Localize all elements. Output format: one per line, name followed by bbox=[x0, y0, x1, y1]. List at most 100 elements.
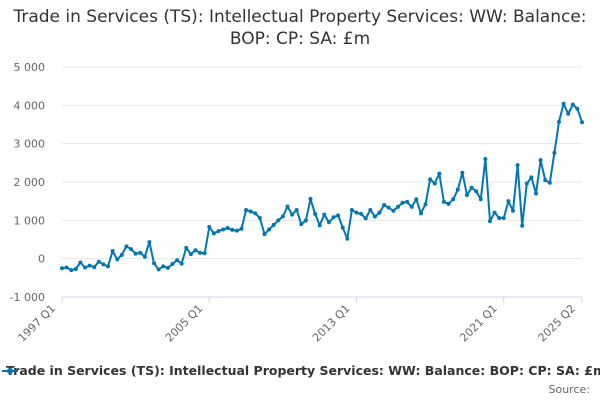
data-point[interactable] bbox=[193, 248, 198, 253]
data-point[interactable] bbox=[257, 216, 262, 221]
data-point[interactable] bbox=[69, 268, 74, 273]
data-point[interactable] bbox=[161, 264, 166, 269]
data-point[interactable] bbox=[437, 171, 442, 176]
data-point[interactable] bbox=[391, 208, 396, 213]
data-point[interactable] bbox=[432, 181, 437, 186]
data-point[interactable] bbox=[253, 211, 258, 216]
data-point[interactable] bbox=[451, 197, 456, 202]
data-point[interactable] bbox=[474, 189, 479, 194]
data-point[interactable] bbox=[354, 210, 359, 215]
data-point[interactable] bbox=[510, 208, 515, 213]
data-point[interactable] bbox=[124, 244, 129, 249]
data-point[interactable] bbox=[570, 102, 575, 107]
data-point[interactable] bbox=[556, 119, 561, 124]
data-point[interactable] bbox=[73, 267, 78, 272]
data-point[interactable] bbox=[414, 197, 419, 202]
data-point[interactable] bbox=[418, 211, 423, 216]
data-point[interactable] bbox=[529, 175, 534, 180]
data-point[interactable] bbox=[152, 261, 157, 266]
data-point[interactable] bbox=[110, 249, 115, 253]
data-point[interactable] bbox=[580, 120, 584, 125]
data-point[interactable] bbox=[561, 101, 566, 106]
data-point[interactable] bbox=[409, 204, 414, 209]
data-point[interactable] bbox=[267, 227, 272, 232]
data-point[interactable] bbox=[487, 219, 492, 224]
data-point[interactable] bbox=[368, 207, 373, 212]
legend[interactable]: Trade in Services (TS): Intellectual Pro… bbox=[2, 363, 600, 378]
data-point[interactable] bbox=[313, 211, 318, 216]
data-point[interactable] bbox=[478, 197, 483, 202]
data-point[interactable] bbox=[515, 163, 520, 168]
data-point[interactable] bbox=[524, 181, 529, 186]
data-point[interactable] bbox=[547, 180, 552, 185]
data-point[interactable] bbox=[92, 265, 97, 270]
data-point[interactable] bbox=[271, 222, 276, 227]
data-point[interactable] bbox=[308, 196, 313, 201]
data-point[interactable] bbox=[446, 201, 451, 206]
data-point[interactable] bbox=[340, 225, 345, 230]
data-point[interactable] bbox=[506, 199, 511, 204]
data-point[interactable] bbox=[106, 264, 111, 269]
data-point[interactable] bbox=[377, 210, 382, 215]
data-point[interactable] bbox=[492, 210, 497, 215]
data-point[interactable] bbox=[483, 157, 488, 161]
data-point[interactable] bbox=[179, 261, 184, 266]
data-point[interactable] bbox=[142, 254, 147, 259]
data-point[interactable] bbox=[303, 218, 308, 223]
data-point[interactable] bbox=[469, 185, 474, 190]
data-point[interactable] bbox=[96, 259, 101, 264]
data-point[interactable] bbox=[441, 199, 446, 204]
data-point[interactable] bbox=[322, 212, 327, 217]
data-point[interactable] bbox=[60, 266, 64, 271]
data-point[interactable] bbox=[331, 215, 336, 220]
data-point[interactable] bbox=[428, 177, 433, 182]
data-point[interactable] bbox=[520, 223, 525, 228]
data-point[interactable] bbox=[188, 252, 193, 257]
data-point[interactable] bbox=[244, 207, 249, 212]
data-point[interactable] bbox=[345, 236, 350, 241]
data-point[interactable] bbox=[400, 200, 405, 205]
data-point[interactable] bbox=[175, 258, 180, 263]
data-point[interactable] bbox=[382, 203, 387, 207]
data-point[interactable] bbox=[363, 216, 368, 221]
data-point[interactable] bbox=[464, 193, 469, 198]
data-point[interactable] bbox=[198, 250, 203, 255]
data-point[interactable] bbox=[119, 252, 124, 257]
data-point[interactable] bbox=[202, 251, 207, 256]
data-point[interactable] bbox=[170, 262, 175, 267]
data-point[interactable] bbox=[349, 207, 354, 212]
data-point[interactable] bbox=[372, 214, 377, 219]
data-point[interactable] bbox=[423, 202, 428, 207]
data-point[interactable] bbox=[239, 226, 244, 231]
data-point[interactable] bbox=[234, 228, 239, 233]
data-point[interactable] bbox=[575, 106, 580, 111]
data-point[interactable] bbox=[225, 226, 230, 230]
data-point[interactable] bbox=[138, 250, 143, 255]
data-point[interactable] bbox=[248, 209, 253, 214]
data-point[interactable] bbox=[276, 218, 281, 223]
data-point[interactable] bbox=[184, 245, 189, 250]
data-point[interactable] bbox=[533, 191, 538, 196]
data-point[interactable] bbox=[280, 214, 285, 219]
data-point[interactable] bbox=[497, 216, 502, 221]
data-point[interactable] bbox=[230, 227, 235, 232]
data-point[interactable] bbox=[299, 222, 304, 227]
data-point[interactable] bbox=[129, 247, 134, 252]
data-point[interactable] bbox=[101, 262, 106, 267]
data-point[interactable] bbox=[405, 199, 410, 204]
data-point[interactable] bbox=[543, 178, 548, 183]
data-point[interactable] bbox=[460, 170, 465, 175]
data-point[interactable] bbox=[290, 212, 295, 217]
data-point[interactable] bbox=[221, 227, 226, 232]
data-point[interactable] bbox=[566, 111, 571, 116]
data-point[interactable] bbox=[156, 267, 161, 272]
data-point[interactable] bbox=[147, 240, 152, 245]
data-point[interactable] bbox=[326, 220, 331, 225]
data-point[interactable] bbox=[501, 216, 506, 221]
data-point[interactable] bbox=[359, 211, 364, 216]
data-point[interactable] bbox=[336, 213, 341, 218]
data-point[interactable] bbox=[165, 265, 170, 270]
data-point[interactable] bbox=[87, 263, 92, 268]
data-point[interactable] bbox=[317, 223, 322, 228]
data-point[interactable] bbox=[538, 158, 543, 163]
